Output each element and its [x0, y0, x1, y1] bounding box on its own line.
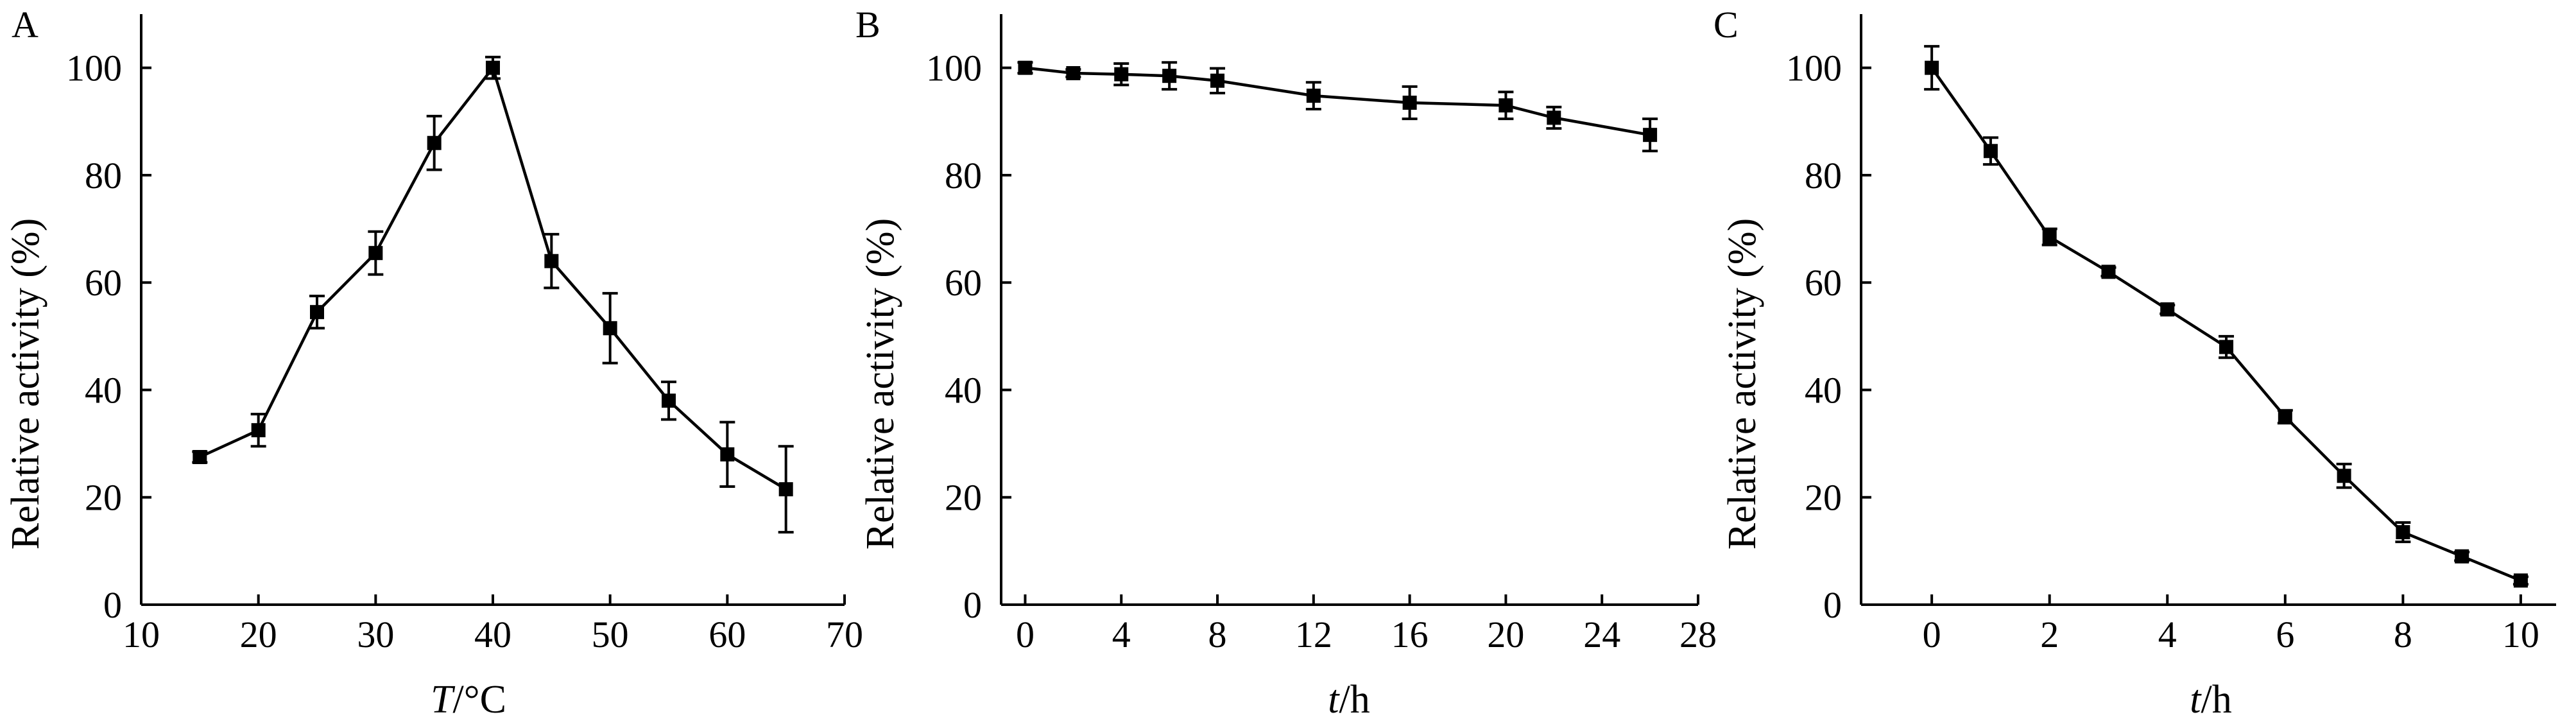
- data-point-marker: [662, 393, 676, 408]
- data-point-marker: [2455, 549, 2469, 564]
- y-tick-label: 80: [945, 155, 982, 196]
- data-point-marker: [2513, 573, 2528, 588]
- y-tick-label: 80: [85, 155, 122, 196]
- x-axis-label: t/h: [1328, 678, 1370, 722]
- y-tick-label: 20: [85, 477, 122, 519]
- data-point-marker: [1402, 96, 1417, 110]
- y-tick-label: 60: [1805, 262, 1842, 304]
- y-tick-label: 100: [1786, 48, 1842, 89]
- x-tick-label: 4: [2158, 614, 2177, 655]
- x-axis-label-variable: T: [431, 678, 456, 722]
- data-point-marker: [720, 447, 735, 462]
- x-tick-label: 28: [1679, 614, 1717, 655]
- y-axis-label: Relative activity (%): [1721, 218, 1764, 549]
- y-axis-label-text: Relative activity (%): [859, 218, 902, 549]
- y-tick-label: 20: [1805, 477, 1842, 519]
- data-point-marker: [310, 305, 324, 320]
- data-point-marker: [1162, 69, 1177, 83]
- data-point-marker: [1114, 67, 1129, 82]
- data-point-marker: [544, 254, 559, 268]
- x-axis-label-unit: /h: [2201, 678, 2232, 722]
- y-tick-label: 0: [103, 584, 122, 626]
- data-point-marker: [368, 246, 383, 261]
- x-tick-label: 4: [1112, 614, 1131, 655]
- data-point-marker: [1643, 128, 1658, 143]
- x-tick-label: 50: [592, 614, 629, 655]
- x-tick-label: 60: [708, 614, 746, 655]
- x-tick-label: 70: [826, 614, 863, 655]
- y-tick-label: 80: [1805, 155, 1842, 196]
- x-tick-label: 20: [240, 614, 277, 655]
- x-tick-label: 8: [2394, 614, 2412, 655]
- y-tick-label: 20: [945, 477, 982, 519]
- panel-b: B Relative activity (%) t/h 020406080100…: [855, 4, 1717, 722]
- x-tick-label: 10: [2502, 614, 2539, 655]
- x-tick-label: 6: [2276, 614, 2294, 655]
- data-point-marker: [1066, 66, 1081, 80]
- data-point-marker: [2278, 410, 2292, 424]
- data-point-marker: [2219, 340, 2234, 354]
- y-tick-label: 100: [66, 48, 122, 89]
- data-point-marker: [486, 60, 500, 75]
- x-tick-label: 10: [123, 614, 160, 655]
- series-line: [199, 64, 787, 491]
- data-point-marker: [1547, 110, 1561, 125]
- y-axis-label: Relative activity (%): [4, 218, 47, 549]
- data-point-marker: [603, 321, 617, 336]
- panel-label-c: C: [1713, 4, 1739, 46]
- x-tick-label: 20: [1487, 614, 1524, 655]
- panel-label-b: B: [855, 4, 880, 46]
- x-tick-label: 0: [1016, 614, 1035, 655]
- x-tick-label: 16: [1391, 614, 1429, 655]
- panel-c: C Relative activity (%) t/h 020406080100…: [1713, 4, 2556, 722]
- x-tick-label: 24: [1583, 614, 1620, 655]
- x-tick-label: 2: [2040, 614, 2059, 655]
- data-point-marker: [2396, 525, 2410, 540]
- y-axis-label: Relative activity (%): [859, 218, 902, 549]
- data-point-marker: [778, 482, 793, 497]
- data-point-marker: [1210, 73, 1225, 88]
- data-point-marker: [427, 135, 442, 150]
- x-tick-label: 0: [1923, 614, 1941, 655]
- data-point-marker: [193, 450, 207, 464]
- y-tick-label: 60: [85, 262, 122, 304]
- y-tick-label: 40: [1805, 369, 1842, 411]
- x-axis-label-variable: t: [1328, 678, 1340, 722]
- x-axis-label: t/h: [2190, 678, 2231, 722]
- y-tick-label: 40: [945, 369, 982, 411]
- x-tick-label: 30: [357, 614, 394, 655]
- data-point-marker: [2160, 302, 2175, 316]
- data-point-marker: [2101, 264, 2116, 279]
- x-axis-label-unit: /°C: [453, 678, 506, 722]
- x-axis-label-unit: /h: [1339, 678, 1370, 722]
- data-point-marker: [251, 423, 266, 438]
- data-point-marker: [1498, 98, 1513, 113]
- y-tick-label: 40: [85, 369, 122, 411]
- panel-label-a: A: [12, 4, 39, 46]
- series-line: [1025, 66, 1651, 137]
- y-tick-label: 0: [1823, 584, 1842, 626]
- x-tick-label: 8: [1208, 614, 1227, 655]
- x-tick-label: 12: [1295, 614, 1332, 655]
- x-axis-label-variable: t: [2190, 678, 2202, 722]
- y-tick-label: 100: [926, 48, 982, 89]
- x-axis-label: T/°C: [431, 678, 506, 722]
- series-line: [1930, 67, 2521, 582]
- data-point-marker: [2337, 469, 2351, 483]
- y-tick-label: 0: [963, 584, 982, 626]
- data-point-marker: [2042, 230, 2057, 245]
- panel-a: A Relative activity (%) T/°C 0 20 40 60 80 10…: [4, 4, 863, 722]
- data-point-marker: [1925, 60, 1939, 75]
- y-axis-label-text: Relative activity (%): [1721, 218, 1764, 549]
- y-axis-label-text: Relative activity (%): [4, 218, 47, 549]
- data-point-marker: [1018, 60, 1033, 75]
- y-tick-label: 60: [945, 262, 982, 304]
- x-tick-label: 40: [474, 614, 511, 655]
- data-point-marker: [1983, 144, 1998, 159]
- data-point-marker: [1306, 89, 1321, 103]
